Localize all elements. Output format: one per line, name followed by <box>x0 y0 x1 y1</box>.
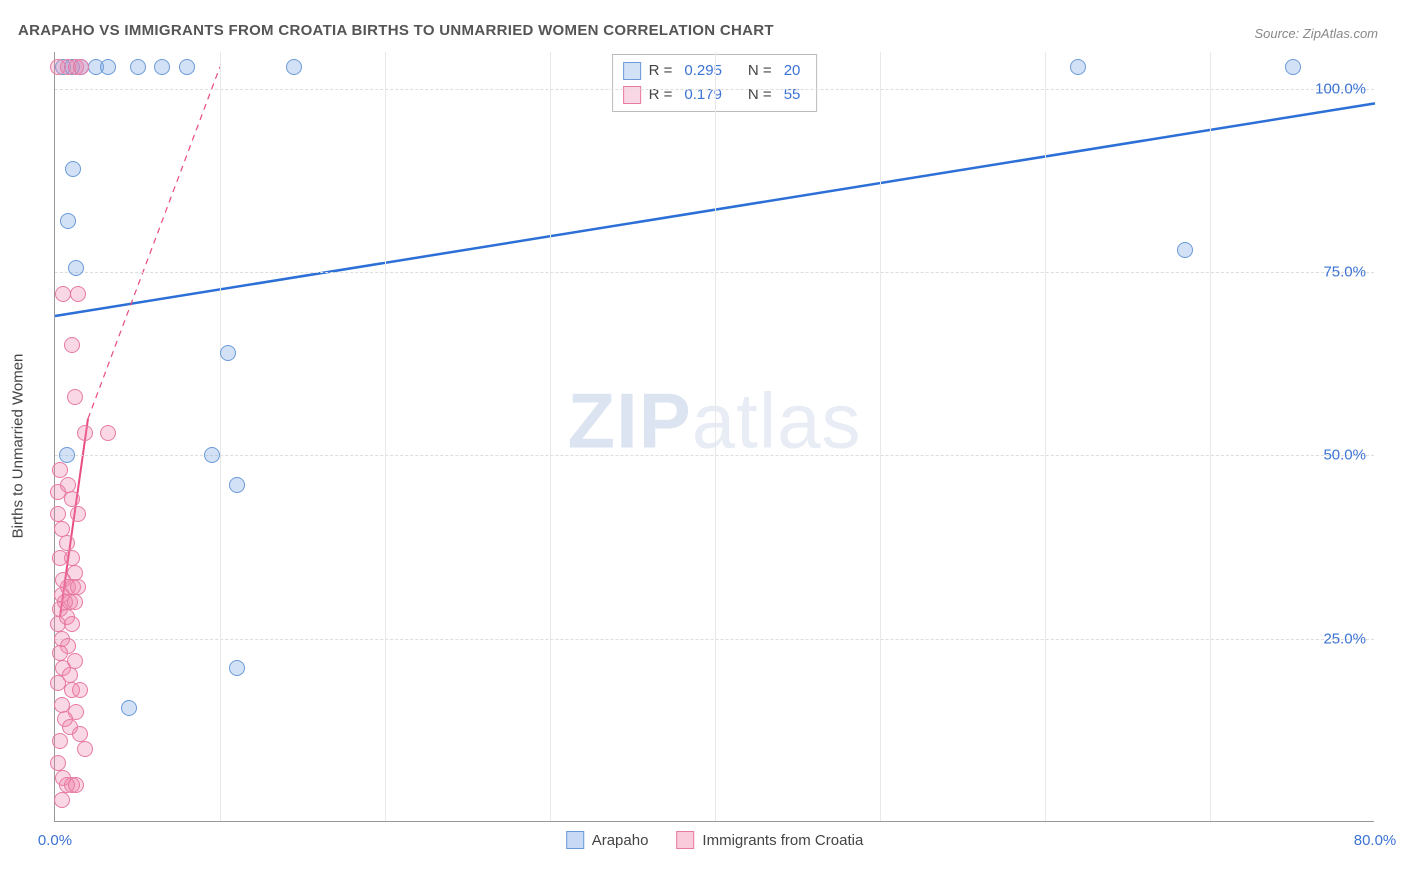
data-point <box>50 755 66 771</box>
data-point <box>52 733 68 749</box>
legend-r-label: R = <box>649 83 673 107</box>
x-tick-label: 80.0% <box>1354 832 1397 849</box>
chart-title: ARAPAHO VS IMMIGRANTS FROM CROATIA BIRTH… <box>18 22 774 39</box>
data-point <box>220 345 236 361</box>
data-point <box>73 59 89 75</box>
data-point <box>50 506 66 522</box>
data-point <box>54 521 70 537</box>
data-point <box>50 484 66 500</box>
legend-row: R = 0.179 N = 55 <box>623 83 801 107</box>
data-point <box>1285 59 1301 75</box>
legend-item: Arapaho <box>566 831 649 849</box>
gridline-v <box>1210 52 1211 821</box>
data-point <box>59 447 75 463</box>
swatch-blue <box>623 62 641 80</box>
data-point <box>286 59 302 75</box>
data-point <box>55 286 71 302</box>
legend-n-label: N = <box>748 59 772 83</box>
legend-item: Immigrants from Croatia <box>676 831 863 849</box>
gridline-v <box>385 52 386 821</box>
data-point <box>70 286 86 302</box>
swatch-pink <box>676 831 694 849</box>
data-point <box>64 616 80 632</box>
data-point <box>229 660 245 676</box>
y-tick-label: 75.0% <box>1323 264 1376 281</box>
gridline-v <box>550 52 551 821</box>
legend-item-label: Immigrants from Croatia <box>702 832 863 849</box>
series-legend: Arapaho Immigrants from Croatia <box>566 831 864 849</box>
gridline-v <box>1045 52 1046 821</box>
data-point <box>1070 59 1086 75</box>
x-tick-label: 0.0% <box>38 832 72 849</box>
y-tick-label: 25.0% <box>1323 630 1376 647</box>
data-point <box>52 462 68 478</box>
gridline-v <box>220 52 221 821</box>
gridline-v <box>715 52 716 821</box>
legend-n-value: 20 <box>784 59 801 83</box>
data-point <box>68 777 84 793</box>
data-point <box>179 59 195 75</box>
data-point <box>121 700 137 716</box>
data-point <box>154 59 170 75</box>
legend-item-label: Arapaho <box>592 832 649 849</box>
legend-n-value: 55 <box>784 83 801 107</box>
swatch-blue <box>566 831 584 849</box>
y-tick-label: 50.0% <box>1323 447 1376 464</box>
legend-r-value: 0.179 <box>684 83 722 107</box>
data-point <box>229 477 245 493</box>
data-point <box>77 425 93 441</box>
legend-row: R = 0.295 N = 20 <box>623 59 801 83</box>
data-point <box>65 161 81 177</box>
data-point <box>70 506 86 522</box>
data-point <box>54 697 70 713</box>
source-attribution: Source: ZipAtlas.com <box>1254 26 1378 41</box>
legend-r-label: R = <box>649 59 673 83</box>
data-point <box>204 447 220 463</box>
data-point <box>52 645 68 661</box>
y-tick-label: 100.0% <box>1315 80 1376 97</box>
data-point <box>54 792 70 808</box>
legend-n-label: N = <box>748 83 772 107</box>
data-point <box>77 741 93 757</box>
data-point <box>67 389 83 405</box>
data-point <box>67 594 83 610</box>
data-point <box>59 535 75 551</box>
data-point <box>1177 242 1193 258</box>
data-point <box>68 260 84 276</box>
gridline-v <box>880 52 881 821</box>
data-point <box>60 213 76 229</box>
y-axis-label: Births to Unmarried Women <box>10 354 27 539</box>
data-point <box>100 425 116 441</box>
data-point <box>72 682 88 698</box>
data-point <box>100 59 116 75</box>
data-point <box>52 550 68 566</box>
data-point <box>130 59 146 75</box>
data-point <box>72 726 88 742</box>
data-point <box>70 579 86 595</box>
data-point <box>64 337 80 353</box>
trend-line-extension <box>88 67 220 419</box>
legend-r-value: 0.295 <box>684 59 722 83</box>
plot-area: ZIPatlas R = 0.295 N = 20 R = 0.179 N = … <box>54 52 1374 822</box>
